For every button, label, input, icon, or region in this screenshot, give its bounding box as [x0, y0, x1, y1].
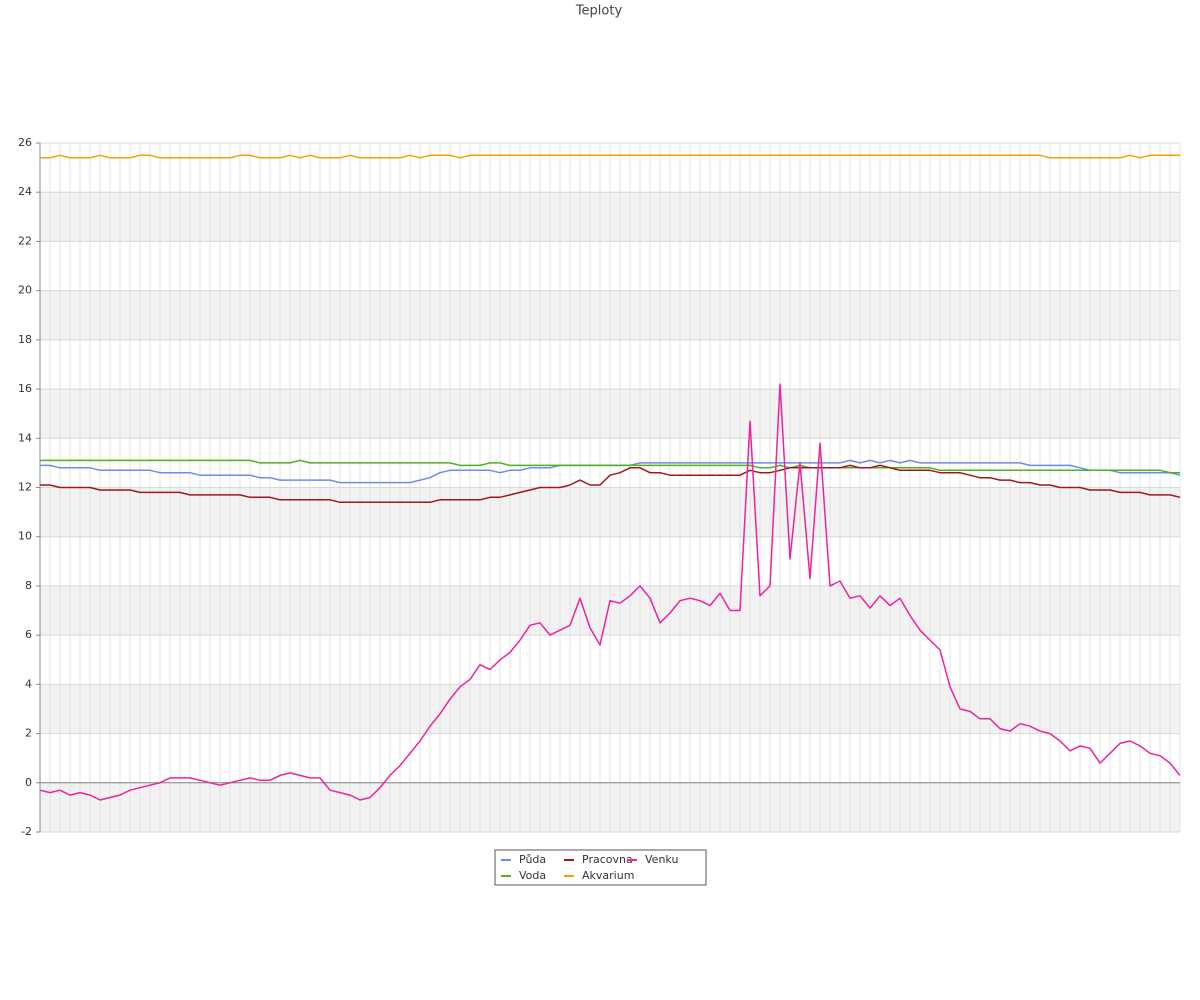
legend-label: Pracovna: [582, 853, 633, 866]
series-line: [40, 154, 1180, 159]
y-tick-label: -2: [21, 825, 32, 838]
chart-title: Teploty: [575, 4, 623, 19]
y-tick-label: 20: [18, 284, 32, 297]
legend-label: Akvarium: [582, 869, 634, 882]
series-line: [39, 383, 1181, 801]
legend-label: Venku: [645, 853, 678, 866]
y-tick-label: 8: [25, 579, 32, 592]
series-line: [40, 459, 1180, 474]
y-tick-label: 14: [18, 431, 32, 444]
y-tick-label: 22: [18, 234, 32, 247]
y-tick-label: 10: [18, 530, 32, 543]
legend-label: Voda: [519, 869, 546, 882]
y-tick-label: 0: [25, 776, 32, 789]
y-tick-label: 18: [18, 333, 32, 346]
y-tick-label: 2: [25, 727, 32, 740]
y-tick-label: 24: [18, 185, 32, 198]
series-line: [40, 464, 1181, 504]
y-tick-label: 4: [25, 677, 32, 690]
legend: Půda Voda Pracovna Akvarium Venku: [501, 853, 678, 882]
legend-box: [494, 849, 707, 886]
y-tick-label: 16: [18, 382, 32, 395]
y-tick-label: 12: [18, 481, 32, 494]
legend-label: Půda: [519, 853, 546, 866]
y-tick-label: 6: [25, 628, 32, 641]
y-tick-label: 26: [18, 136, 32, 149]
plot-lines: [39, 154, 1181, 801]
